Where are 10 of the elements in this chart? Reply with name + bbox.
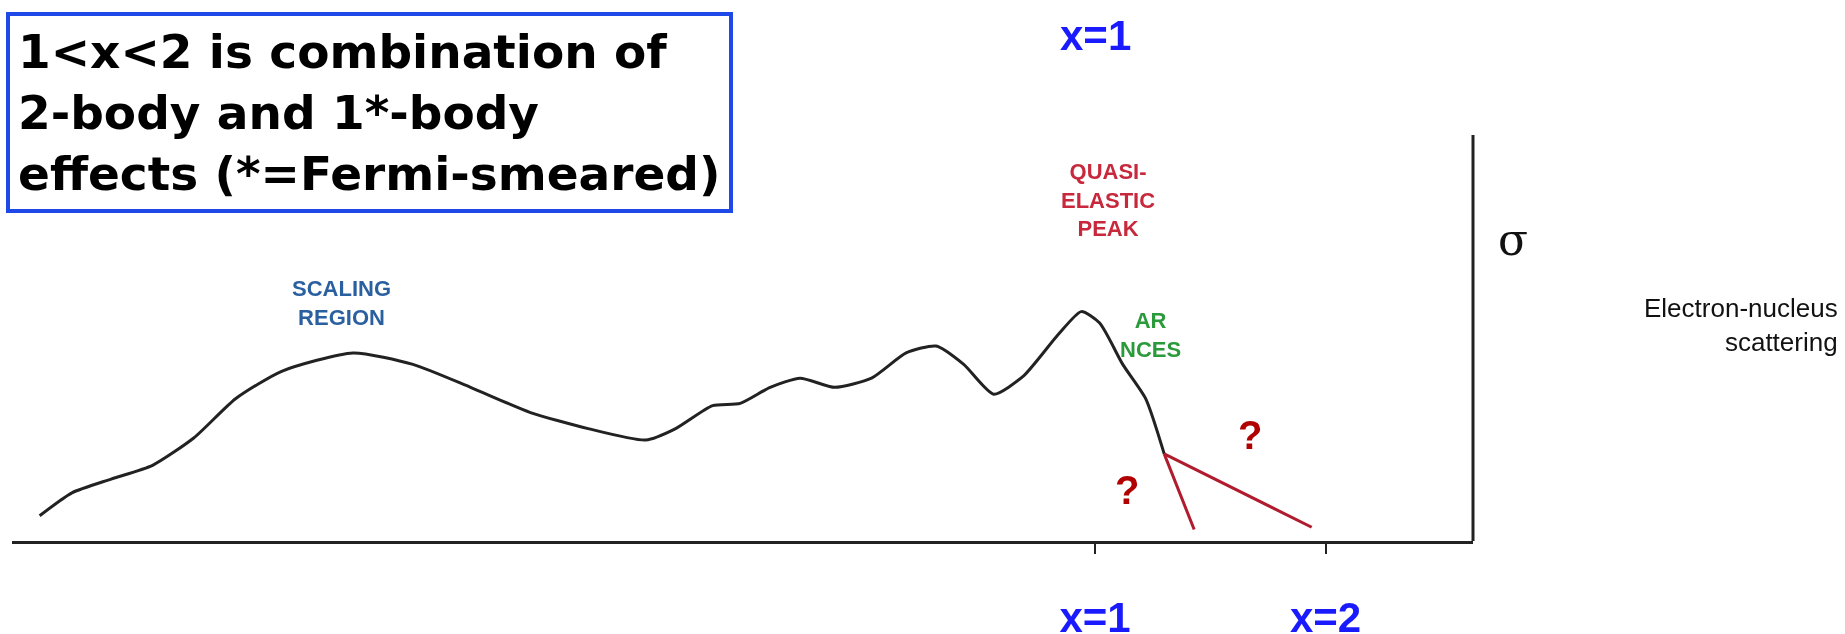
x-tick-label: x=2 xyxy=(1289,594,1362,634)
annotation: ? xyxy=(1115,468,1140,512)
annotation: AR NCES xyxy=(1120,308,1182,362)
annotation: SCALING REGION xyxy=(292,276,391,330)
annotation: ? xyxy=(1238,413,1263,457)
y-axis-title: σ xyxy=(1498,214,1529,265)
text: Electron-nucleus scattering xyxy=(1644,293,1838,357)
text: x=1 xyxy=(1060,12,1132,59)
text: QUASI- ELASTIC PEAK xyxy=(1061,159,1156,242)
text: 1<x<2 is combination of 2-body and 1*-body effects (*=Fermi-smeared) xyxy=(18,24,721,202)
